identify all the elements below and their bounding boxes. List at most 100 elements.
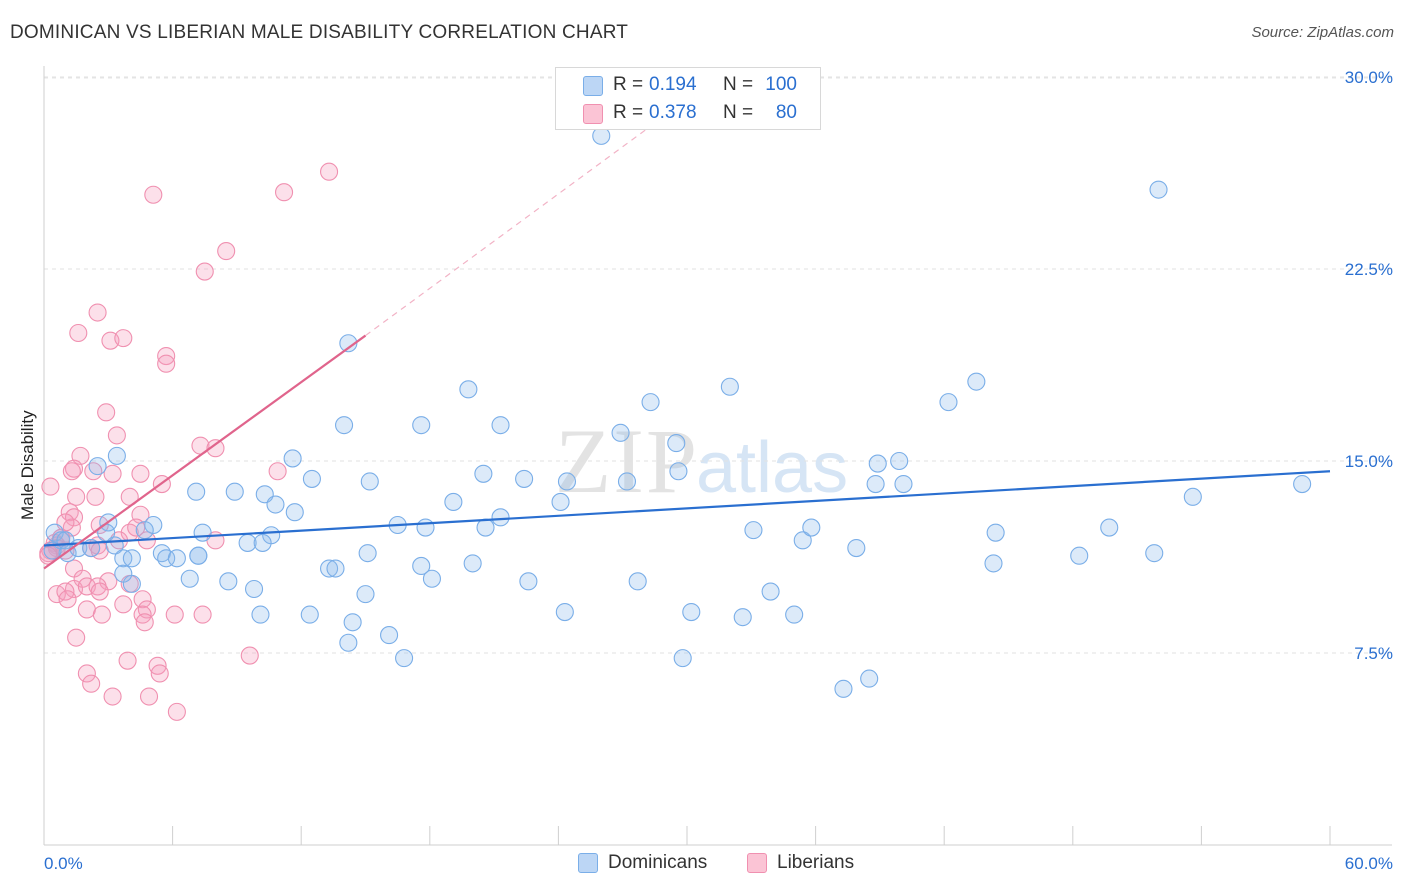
dominican-point [894, 474, 913, 494]
dominicans-trend-line [43, 470, 1331, 547]
liberian-point [69, 323, 88, 343]
liberian-point [64, 459, 84, 478]
dominican-point [339, 334, 358, 353]
liberian-point [62, 462, 81, 481]
dominican-point [107, 446, 126, 465]
dominican-point [476, 518, 495, 537]
liberian-point [86, 487, 105, 506]
dominican-point [785, 605, 804, 624]
dominican-point [444, 492, 463, 512]
liberian-point [135, 613, 154, 632]
legend-row-dominicans: R = 0.194 N = 100 [556, 72, 820, 100]
dominican-point [266, 495, 285, 514]
legend-item-dominicans[interactable]: Dominicans [578, 852, 707, 874]
dominican-point [673, 649, 692, 668]
liberian-point [131, 464, 150, 483]
dominican-point [641, 393, 660, 412]
dominican-point [1100, 518, 1119, 537]
liberian-point [139, 687, 159, 706]
r-value: 0.194 [649, 74, 697, 95]
source-credit: Source: ZipAtlas.com [1251, 24, 1394, 41]
dominican-point [720, 377, 739, 396]
liberian-point [150, 664, 169, 683]
dominican-point [890, 451, 909, 471]
dominican-point [491, 416, 510, 435]
dominican-point [682, 602, 701, 622]
dominican-point [1149, 180, 1168, 199]
dominican-point [628, 572, 647, 591]
series-legend: Dominicans Liberians [0, 850, 1406, 880]
dominican-point [180, 569, 199, 588]
liberians-swatch [747, 853, 767, 873]
liberian-point [92, 605, 111, 624]
dominican-point [474, 464, 493, 483]
liberian-point [107, 426, 126, 445]
liberian-point [67, 628, 86, 647]
y-tick-label: 30.0% [1345, 68, 1393, 87]
dominican-point [847, 538, 866, 558]
dominican-point [395, 649, 414, 668]
dominican-point [834, 679, 853, 698]
dominican-point [422, 569, 441, 588]
liberian-point [206, 439, 225, 458]
liberian-point [77, 664, 96, 683]
tick-labels: 7.5% 15.0% 22.5% 30.0% 0.0% 60.0% [44, 68, 1393, 873]
dominican-point [986, 523, 1005, 542]
dominican-point [380, 626, 399, 645]
liberian-point [82, 674, 101, 693]
y-tick-label: 22.5% [1345, 260, 1393, 279]
r-value: 0.378 [649, 102, 697, 123]
dominican-point [733, 608, 752, 627]
dominican-point [557, 472, 577, 491]
dominican-point [555, 602, 574, 622]
liberian-point [217, 242, 236, 261]
dominican-point [320, 559, 339, 578]
liberian-point [320, 162, 339, 181]
legend-label: Liberians [777, 852, 855, 873]
dominican-point [253, 533, 272, 552]
liberian-point [157, 354, 176, 373]
liberian-point [118, 651, 137, 670]
x-tick-label-min: 0.0% [44, 854, 83, 873]
dominican-point [157, 549, 176, 568]
dominican-point [463, 554, 482, 573]
dominican-point [967, 372, 986, 391]
chart-title: DOMINICAN VS LIBERIAN MALE DISABILITY CO… [10, 22, 629, 43]
n-value: 100 [765, 74, 797, 95]
dominicans-swatch [578, 853, 598, 873]
liberian-point [97, 403, 116, 422]
liberian-point [114, 595, 133, 614]
dominican-point [193, 523, 212, 542]
liberian-point [167, 702, 186, 721]
dominican-point [144, 515, 163, 535]
liberian-point [195, 262, 214, 281]
axes [43, 66, 1392, 846]
dominican-point [939, 393, 958, 412]
dominican-point [122, 549, 141, 568]
dominican-point [360, 472, 379, 491]
dominican-point [1183, 487, 1202, 506]
liberian-point [275, 183, 294, 202]
dominican-point [1293, 474, 1312, 494]
liberian-point [268, 462, 287, 481]
r-label: R = [613, 74, 644, 95]
dominican-point [114, 564, 133, 583]
legend-item-liberians[interactable]: Liberians [747, 852, 854, 874]
watermark-atlas: atlas [696, 428, 848, 508]
liberian-point [41, 477, 60, 496]
dominican-point [459, 380, 478, 399]
y-axis-label: Male Disability [18, 410, 37, 520]
dominican-point [611, 423, 630, 442]
dominican-point [617, 472, 637, 491]
dominican-point [283, 449, 302, 468]
legend-label: Dominicans [608, 852, 708, 873]
dominican-point [802, 518, 821, 537]
liberian-point [240, 646, 259, 665]
liberians-trend-extension [365, 122, 656, 337]
dominican-point [339, 633, 358, 652]
liberian-point [133, 590, 152, 609]
dominicans-swatch [583, 76, 603, 96]
liberians-trend-line [43, 334, 367, 570]
dominican-point [135, 521, 154, 540]
